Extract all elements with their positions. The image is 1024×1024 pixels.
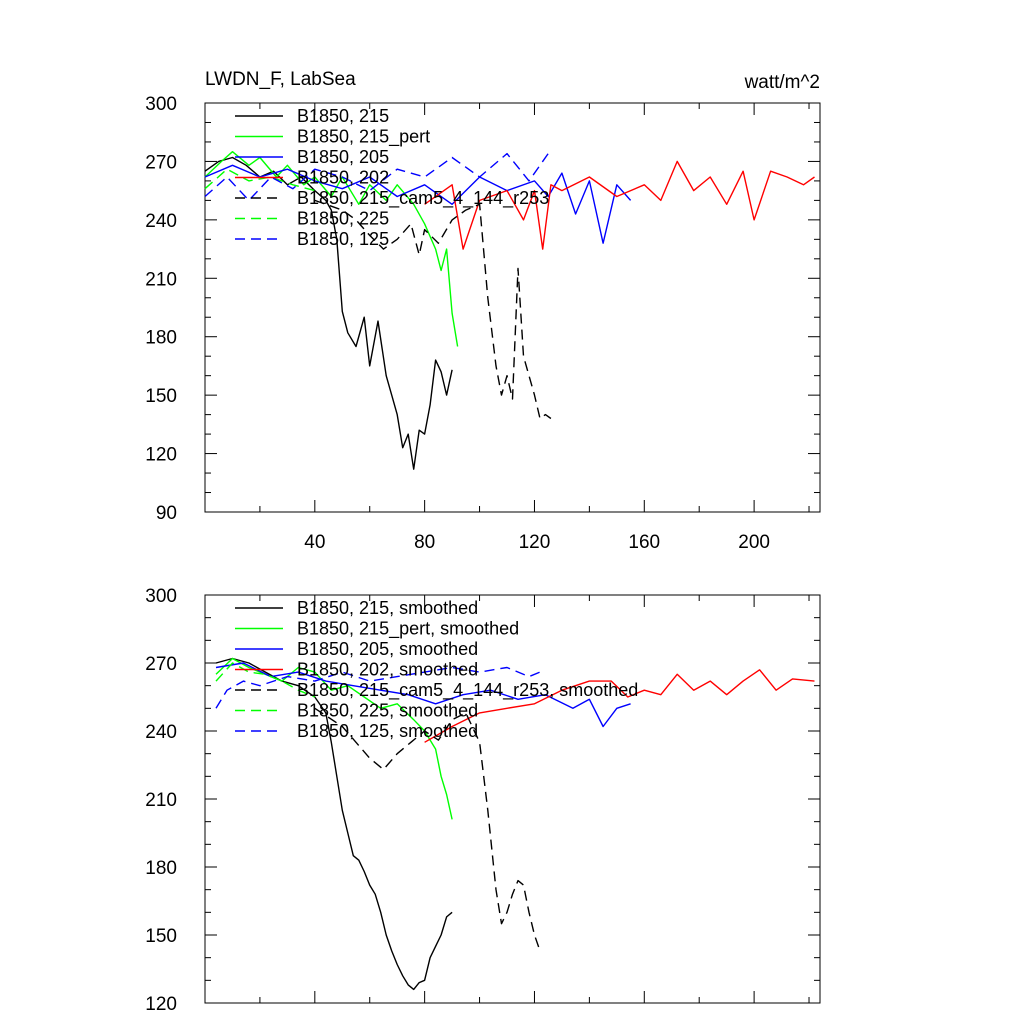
series-line-4 xyxy=(314,199,552,420)
plot-frame xyxy=(204,102,821,513)
y-tick-label: 150 xyxy=(145,926,177,947)
legend-label: B1850, 202, smoothed xyxy=(297,660,478,680)
y-tick-label: 300 xyxy=(145,586,177,607)
legend-label: B1850, 225, smoothed xyxy=(297,701,478,721)
y-tick-label: 210 xyxy=(145,790,177,811)
chart-title: LWDN_F, LabSea xyxy=(205,69,356,90)
y-tick-label: 300 xyxy=(145,94,177,115)
y-tick-label: 270 xyxy=(145,654,177,675)
top-panel: LWDN_F, LabSea watt/m^2 90 120 150 180 210 240 2… xyxy=(145,69,821,553)
legend-label: B1850, 215_pert xyxy=(297,127,430,148)
x-tick-label: 200 xyxy=(738,532,770,553)
legend-label: B1850, 125 xyxy=(297,229,389,249)
series-line-5 xyxy=(204,168,315,192)
y-tick-label: 180 xyxy=(145,328,177,349)
legend-label: B1850, 215_cam5_4_144_r253, smoothed xyxy=(297,680,638,701)
units-label: watt/m^2 xyxy=(744,72,820,93)
legend-label: B1850, 225 xyxy=(297,209,389,229)
series-line-4 xyxy=(314,707,541,952)
y-tick-label: 240 xyxy=(145,722,177,743)
series-line-1 xyxy=(204,150,459,347)
x-tick-label: 80 xyxy=(414,532,435,553)
series-line-5 xyxy=(215,662,316,698)
y-tick-label: 150 xyxy=(145,386,177,407)
x-tick-label: 160 xyxy=(628,532,660,553)
series-line-0 xyxy=(215,657,453,991)
x-tick-label: 120 xyxy=(519,532,551,553)
legend-label: B1850, 125, smoothed xyxy=(297,721,478,741)
legend-label: B1850, 215, smoothed xyxy=(297,598,478,618)
series-line-0 xyxy=(204,156,453,470)
series-line-2 xyxy=(215,662,631,728)
legend-label: B1850, 215_cam5_4_144_r253 xyxy=(297,188,549,209)
y-tick-label: 240 xyxy=(145,211,177,232)
legend-label: B1850, 215_pert, smoothed xyxy=(297,619,519,640)
x-tick-label: 40 xyxy=(304,532,325,553)
series-line-3 xyxy=(424,160,815,250)
series-line-6 xyxy=(204,149,552,202)
y-tick-label: 180 xyxy=(145,858,177,879)
y-tick-label: 90 xyxy=(156,503,177,524)
y-tick-label: 210 xyxy=(145,269,177,290)
legend-label: B1850, 215 xyxy=(297,106,389,126)
y-tick-label: 270 xyxy=(145,152,177,173)
legend-label: B1850, 202 xyxy=(297,168,389,188)
series-line-3 xyxy=(424,669,815,743)
legend-label: B1850, 205, smoothed xyxy=(297,639,478,659)
legend-label: B1850, 205 xyxy=(297,147,389,167)
bottom-panel: 120 150 180 210 240 270 300 B1850, 215, smoothe… xyxy=(145,586,821,1015)
y-tick-label: 120 xyxy=(145,994,177,1015)
y-tick-label: 120 xyxy=(145,445,177,466)
series-line-2 xyxy=(204,164,632,244)
